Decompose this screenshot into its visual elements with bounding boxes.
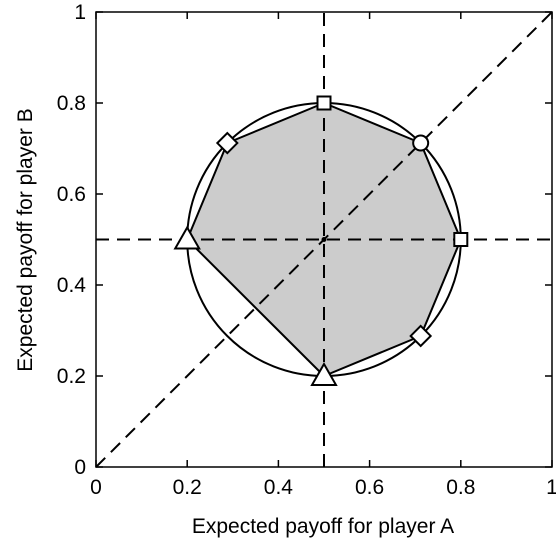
x-tick-label: 0.8 <box>446 476 475 499</box>
y-tick-label: 1 <box>74 1 86 24</box>
plot-frame <box>95 11 553 468</box>
center-point <box>321 237 327 242</box>
x-axis-label: Expected payoff for player A <box>192 515 454 538</box>
circle-marker <box>412 134 430 152</box>
y-tick-label: 0.2 <box>57 365 86 388</box>
square-marker <box>316 95 332 111</box>
ticks-layer: 0 0.2 0.4 0.6 0.8 1 0 0.2 0.4 0.6 0.8 1 <box>57 1 556 499</box>
x-tick-label: 0.6 <box>355 476 384 499</box>
x-tick-label: 0.2 <box>173 476 202 499</box>
diamond-marker <box>409 324 433 348</box>
axes-layer <box>95 11 553 468</box>
y-tick-label: 0.6 <box>57 183 86 206</box>
x-tick-label: 1 <box>546 476 556 499</box>
y-tick-label: 0.4 <box>57 274 87 297</box>
markers-layer <box>173 95 469 386</box>
square-marker <box>453 232 469 247</box>
triangle-marker <box>173 225 201 250</box>
x-tick-label: 0.4 <box>264 476 294 499</box>
triangle-marker <box>310 361 338 386</box>
y-tick-label: 0 <box>74 456 86 479</box>
y-tick-label: 0.8 <box>57 92 86 115</box>
diamond-marker <box>215 131 239 155</box>
x-tick-label: 0 <box>90 476 102 499</box>
y-axis-label: Expected payoff for player B <box>14 108 37 371</box>
lines-layer <box>95 11 553 468</box>
